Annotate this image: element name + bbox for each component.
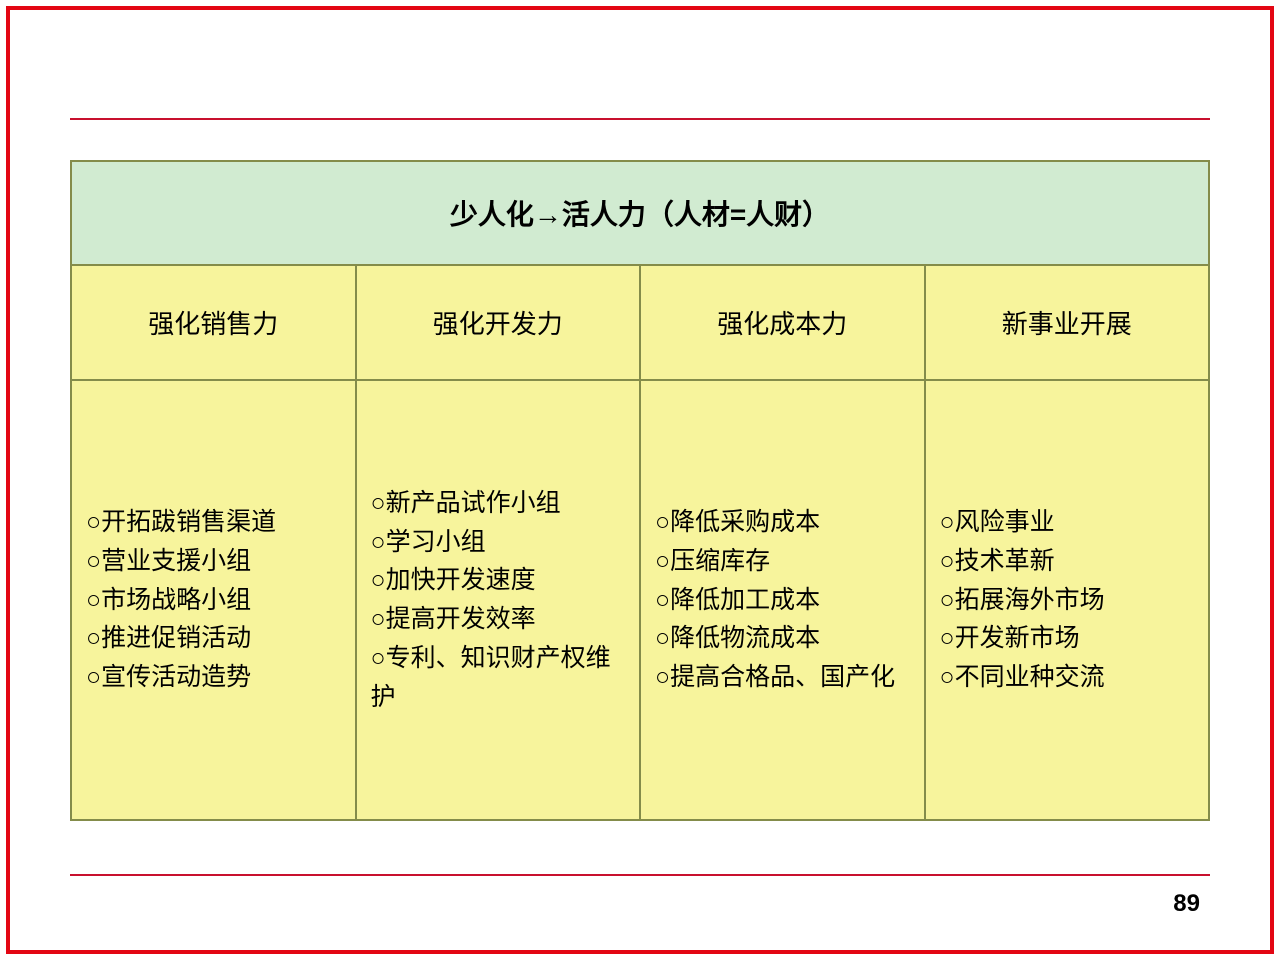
list-item-text: 风险事业 (955, 508, 1055, 536)
list-item-text: 营业支援小组 (101, 547, 251, 575)
subheader-label: 强化成本力 (717, 309, 847, 339)
item-list-0: ○开拓跋销售渠道○营业支援小组○市场战略小组○推进促销活动○宣传活动造势 (86, 503, 341, 697)
body-cell-1: ○新产品试作小组○学习小组○加快开发速度○提高开发效率○专利、知识财产权维护 (356, 380, 641, 820)
bullet-icon: ○ (86, 663, 101, 691)
bullet-icon: ○ (86, 547, 101, 575)
top-divider (70, 118, 1210, 120)
list-item-text: 提高开发效率 (386, 605, 536, 633)
item-list-3: ○风险事业○技术革新○拓展海外市场○开发新市场○不同业种交流 (940, 503, 1195, 697)
bullet-icon: ○ (655, 663, 670, 691)
bullet-icon: ○ (371, 528, 386, 556)
list-item: ○技术革新 (940, 542, 1195, 581)
body-row: ○开拓跋销售渠道○营业支援小组○市场战略小组○推进促销活动○宣传活动造势 ○新产… (71, 380, 1209, 820)
bullet-icon: ○ (371, 605, 386, 633)
bullet-icon: ○ (655, 624, 670, 652)
page-number: 89 (1173, 890, 1200, 918)
list-item-text: 不同业种交流 (955, 663, 1105, 691)
list-item-text: 新产品试作小组 (386, 489, 561, 517)
subheader-cell-0: 强化销售力 (71, 265, 356, 380)
bullet-icon: ○ (371, 566, 386, 594)
list-item-text: 学习小组 (386, 528, 486, 556)
list-item-text: 拓展海外市场 (955, 586, 1105, 614)
subheader-cell-3: 新事业开展 (925, 265, 1210, 380)
list-item: ○市场战略小组 (86, 581, 341, 620)
body-cell-0: ○开拓跋销售渠道○营业支援小组○市场战略小组○推进促销活动○宣传活动造势 (71, 380, 356, 820)
bullet-icon: ○ (86, 586, 101, 614)
list-item: ○专利、知识财产权维护 (371, 639, 626, 717)
bullet-icon: ○ (940, 547, 955, 575)
list-item-text: 市场战略小组 (101, 586, 251, 614)
bullet-icon: ○ (940, 624, 955, 652)
list-item: ○风险事业 (940, 503, 1195, 542)
bullet-icon: ○ (655, 547, 670, 575)
list-item: ○推进促销活动 (86, 619, 341, 658)
slide-frame: 少人化→活人力（人材=人财） 强化销售力 强化开发力 强化成本力 新事业开展 ○… (6, 6, 1274, 954)
table-title-cell: 少人化→活人力（人材=人财） (71, 161, 1209, 265)
list-item-text: 宣传活动造势 (101, 663, 251, 691)
list-item-text: 开发新市场 (955, 624, 1080, 652)
subheader-row: 强化销售力 强化开发力 强化成本力 新事业开展 (71, 265, 1209, 380)
bullet-icon: ○ (940, 508, 955, 536)
list-item: ○营业支援小组 (86, 542, 341, 581)
subheader-label: 强化销售力 (148, 309, 278, 339)
list-item: ○提高开发效率 (371, 600, 626, 639)
list-item-text: 技术革新 (955, 547, 1055, 575)
bullet-icon: ○ (86, 624, 101, 652)
table-title: 少人化→活人力（人材=人财） (450, 199, 830, 230)
list-item-text: 降低采购成本 (670, 508, 820, 536)
subheader-label: 新事业开展 (1002, 309, 1132, 339)
item-list-2: ○降低采购成本○压缩库存○降低加工成本○降低物流成本○提高合格品、国产化 (655, 503, 910, 697)
list-item: ○新产品试作小组 (371, 484, 626, 523)
list-item: ○提高合格品、国产化 (655, 658, 910, 697)
list-item-text: 推进促销活动 (101, 624, 251, 652)
matrix-table: 少人化→活人力（人材=人财） 强化销售力 强化开发力 强化成本力 新事业开展 ○… (70, 160, 1210, 821)
list-item: ○降低加工成本 (655, 581, 910, 620)
bottom-divider (70, 874, 1210, 876)
list-item-text: 专利、知识财产权维护 (371, 644, 611, 711)
list-item: ○压缩库存 (655, 542, 910, 581)
body-cell-2: ○降低采购成本○压缩库存○降低加工成本○降低物流成本○提高合格品、国产化 (640, 380, 925, 820)
bullet-icon: ○ (371, 489, 386, 517)
subheader-cell-2: 强化成本力 (640, 265, 925, 380)
bullet-icon: ○ (655, 586, 670, 614)
list-item-text: 提高合格品、国产化 (670, 663, 895, 691)
bullet-icon: ○ (940, 586, 955, 614)
list-item-text: 降低加工成本 (670, 586, 820, 614)
list-item: ○降低采购成本 (655, 503, 910, 542)
bullet-icon: ○ (86, 508, 101, 536)
list-item-text: 降低物流成本 (670, 624, 820, 652)
list-item: ○开拓跋销售渠道 (86, 503, 341, 542)
bullet-icon: ○ (655, 508, 670, 536)
list-item-text: 加快开发速度 (386, 566, 536, 594)
list-item: ○开发新市场 (940, 619, 1195, 658)
list-item-text: 开拓跋销售渠道 (101, 508, 276, 536)
bullet-icon: ○ (371, 644, 386, 672)
body-cell-3: ○风险事业○技术革新○拓展海外市场○开发新市场○不同业种交流 (925, 380, 1210, 820)
subheader-cell-1: 强化开发力 (356, 265, 641, 380)
list-item: ○宣传活动造势 (86, 658, 341, 697)
bullet-icon: ○ (940, 663, 955, 691)
list-item: ○不同业种交流 (940, 658, 1195, 697)
list-item: ○拓展海外市场 (940, 581, 1195, 620)
item-list-1: ○新产品试作小组○学习小组○加快开发速度○提高开发效率○专利、知识财产权维护 (371, 484, 626, 717)
content-area: 少人化→活人力（人材=人财） 强化销售力 强化开发力 强化成本力 新事业开展 ○… (10, 10, 1270, 950)
list-item-text: 压缩库存 (670, 547, 770, 575)
subheader-label: 强化开发力 (433, 309, 563, 339)
list-item: ○降低物流成本 (655, 619, 910, 658)
list-item: ○学习小组 (371, 523, 626, 562)
list-item: ○加快开发速度 (371, 561, 626, 600)
